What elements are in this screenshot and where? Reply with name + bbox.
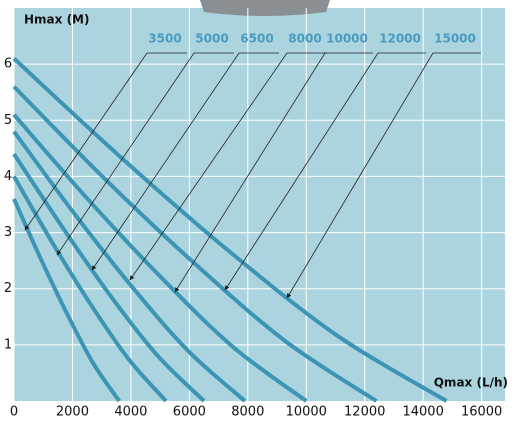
- x-tick-label: 2000: [56, 405, 89, 420]
- y-tick-label: 1: [4, 337, 12, 352]
- series-label: 12000: [379, 32, 421, 46]
- series-label: 3500: [148, 32, 181, 46]
- leader-arrow: [286, 52, 481, 299]
- pump-curve: [12, 113, 308, 403]
- pump-curve: [12, 198, 121, 403]
- pump-curve: [12, 152, 206, 403]
- pump-image: [200, 0, 330, 16]
- series-label: 8000: [288, 32, 321, 46]
- leader-arrow: [91, 52, 279, 271]
- pump-curve: [12, 57, 448, 403]
- pump-curve: [12, 85, 378, 403]
- leader-arrow: [56, 52, 234, 256]
- grid: [13, 8, 505, 401]
- y-tick-label: 4: [4, 169, 12, 184]
- y-tick-label: 2: [4, 281, 12, 296]
- x-tick-label: 6000: [173, 405, 206, 420]
- y-tick-label: 5: [4, 113, 12, 128]
- x-tick-label: 12000: [344, 405, 385, 420]
- x-tick-label: 16000: [461, 405, 502, 420]
- leader-arrow: [174, 52, 373, 293]
- plot-background: [14, 8, 505, 401]
- x-tick-label: 0: [10, 405, 18, 420]
- pump-curve: [12, 130, 247, 403]
- annotations: 3500 5000 6500 8000 10000 12000 15000: [24, 32, 481, 299]
- series-label: 10000: [326, 32, 368, 46]
- x-tick-label: 14000: [402, 405, 443, 420]
- series-label: 15000: [434, 32, 476, 46]
- series-label: 6500: [240, 32, 273, 46]
- y-tick-label: 6: [4, 57, 12, 72]
- series-label: 5000: [195, 32, 228, 46]
- x-tick-label: 10000: [286, 405, 327, 420]
- x-axis-label: Qmax (L/h): [434, 376, 508, 390]
- leader-arrow: [24, 52, 187, 231]
- y-axis-label: Hmax (M): [24, 13, 89, 27]
- x-tick-label: 4000: [114, 405, 147, 420]
- leader-arrow: [129, 52, 327, 281]
- y-tick-label: 3: [4, 225, 12, 240]
- curves: [12, 57, 448, 403]
- leader-arrow: [224, 52, 426, 291]
- pump-curve: [12, 175, 168, 403]
- x-tick-label: 8000: [231, 405, 264, 420]
